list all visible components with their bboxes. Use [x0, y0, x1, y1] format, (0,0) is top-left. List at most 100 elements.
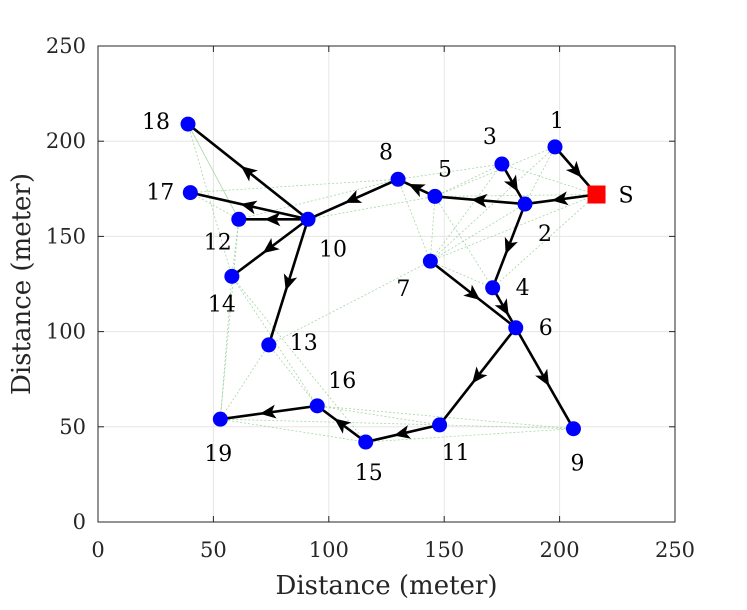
node-label-2: 2 [538, 222, 552, 247]
node-label-10: 10 [319, 237, 347, 262]
node-1 [547, 139, 563, 155]
link-5-7 [429, 196, 436, 262]
node-10 [300, 211, 316, 227]
y-axis-label: Distance (meter) [7, 173, 37, 395]
arrow-2-5 [471, 193, 488, 208]
link-18-12 [187, 123, 240, 220]
arrow-10-18 [240, 166, 258, 182]
arrow-7-6 [463, 284, 481, 301]
link-1-7 [430, 146, 556, 262]
arrow-10-17 [240, 200, 258, 215]
node-9 [565, 421, 581, 437]
arrow-16-19 [259, 404, 277, 419]
link-S-7 [430, 194, 597, 262]
link-8-17 [190, 178, 399, 194]
x-tick-label: 0 [91, 538, 104, 562]
link-15-9 [365, 428, 574, 443]
link-19-11 [220, 418, 440, 426]
arrow-6-9 [535, 368, 550, 387]
link-S-3 [501, 163, 597, 195]
link-13-19 [219, 344, 270, 420]
link-3-5 [434, 163, 503, 197]
y-tick-label: 200 [46, 129, 86, 153]
y-tick-label: 150 [46, 224, 86, 248]
routing-paths [187, 123, 598, 444]
arrow-5-8 [408, 184, 426, 198]
node-label-3: 3 [483, 125, 497, 150]
sink-label: S [619, 184, 634, 209]
node-16 [309, 398, 325, 414]
node-2 [517, 196, 533, 212]
node-label-8: 8 [379, 140, 393, 165]
arrow-4-6 [494, 298, 509, 316]
grid-lines [98, 46, 675, 522]
arrow-10-14 [262, 238, 280, 254]
node-label-1: 1 [550, 109, 564, 134]
y-tick-label: 250 [46, 34, 86, 58]
arrow-S-2 [551, 191, 569, 206]
node-label-15: 15 [355, 461, 383, 486]
node-7 [422, 253, 438, 269]
node-6 [508, 320, 524, 336]
link-1-5 [434, 146, 556, 197]
node-label-6: 6 [539, 316, 553, 341]
node-14 [224, 268, 240, 284]
link-12-17 [190, 192, 239, 220]
axes: 0 50 100 150 200 250 0 50 100 150 200 250 [46, 34, 695, 562]
x-tick-label: 100 [309, 538, 349, 562]
node-label-19: 19 [204, 442, 232, 467]
node-label-14: 14 [208, 292, 236, 317]
node-label-9: 9 [570, 452, 584, 477]
link-S-4 [492, 194, 597, 289]
node-label-5: 5 [438, 157, 452, 182]
arrow-10-12 [264, 212, 281, 227]
arrow-8-10 [344, 190, 363, 203]
link-1-2 [524, 146, 556, 205]
x-tick-label: 150 [424, 538, 464, 562]
link-3-7 [430, 163, 503, 262]
link-14-15 [231, 276, 367, 443]
y-tick-label: 0 [73, 510, 86, 534]
node-4 [485, 280, 501, 296]
node-17 [182, 185, 198, 201]
node-label-12: 12 [204, 230, 232, 255]
link-2-7 [430, 203, 526, 262]
node-15 [358, 434, 374, 450]
node-label-13: 13 [290, 331, 318, 356]
link-12-19 [219, 219, 240, 420]
node-label-16: 16 [328, 369, 356, 394]
arrow-10-13 [283, 273, 298, 291]
link-14-12 [231, 219, 240, 277]
arrow-6-11 [472, 366, 488, 384]
link-8-7 [397, 179, 431, 262]
node-13 [261, 337, 277, 353]
x-tick-label: 200 [540, 538, 580, 562]
arrow-1-S [565, 160, 582, 178]
link-3-8 [397, 163, 502, 180]
link-16-11 [317, 405, 440, 426]
node-5 [427, 188, 443, 204]
x-tick-label: 250 [655, 538, 695, 562]
link-8-12 [238, 178, 399, 220]
node-12 [231, 211, 247, 227]
arrow-11-15 [393, 425, 412, 439]
node-label-7: 7 [396, 277, 410, 302]
node-8 [390, 171, 406, 187]
link-7-4 [430, 260, 493, 289]
node-11 [432, 417, 448, 433]
link-19-15 [220, 418, 366, 443]
sink-node [587, 185, 606, 204]
node-label-18: 18 [142, 110, 170, 135]
link-18-14 [187, 123, 233, 277]
arrow-2-4 [504, 236, 518, 255]
y-tick-label: 50 [59, 415, 86, 439]
node-label-4: 4 [516, 276, 530, 301]
link-5-10 [307, 196, 436, 220]
arrow-3-2 [503, 174, 518, 192]
x-axis-label: Distance (meter) [275, 571, 497, 601]
link-13-16 [268, 344, 318, 407]
node-label-11: 11 [442, 441, 470, 466]
y-tick-label: 100 [46, 320, 86, 344]
